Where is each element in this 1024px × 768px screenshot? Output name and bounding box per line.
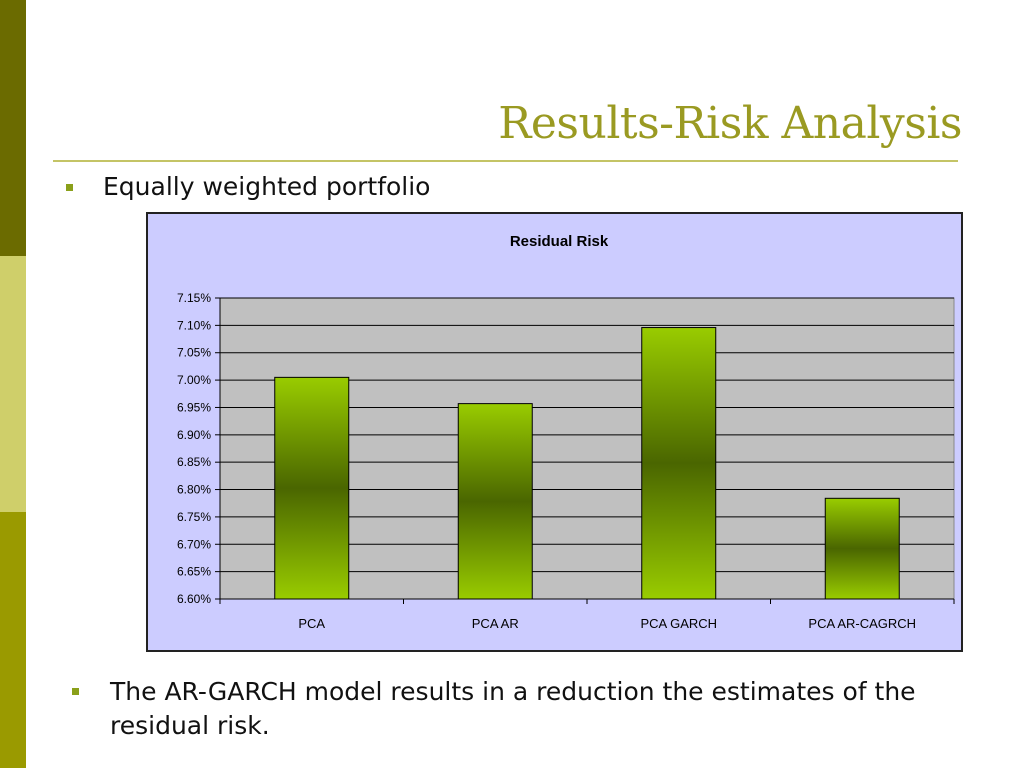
title-divider: [53, 160, 958, 162]
bar-pca-garch: [641, 327, 717, 600]
y-tick-label: 7.00%: [177, 373, 211, 387]
bars: [274, 327, 900, 600]
y-tick-label: 6.75%: [177, 510, 211, 524]
y-tick-label: 7.10%: [177, 318, 211, 332]
y-tick-label: 6.60%: [177, 592, 211, 606]
bullet-item: Equally weighted portfolio: [66, 172, 430, 201]
bullet-text: Equally weighted portfolio: [103, 172, 431, 201]
bar-pca-ar: [457, 403, 533, 600]
residual-risk-chart: Residual Risk 7.15% 7.10% 7.05% 7.00% 6.95% 6…: [177, 233, 955, 631]
bar-pca-ar-cagrch: [824, 497, 900, 600]
y-tick-labels: 7.15% 7.10% 7.05% 7.00% 6.95% 6.90% 6.85% 6.80%…: [177, 291, 211, 606]
x-tick-label: PCA AR-CAGRCH: [808, 616, 916, 631]
bullet-text: The AR-GARCH model results in a reductio…: [110, 677, 916, 740]
y-tick-label: 7.05%: [177, 346, 211, 360]
chart-title: Residual Risk: [510, 233, 609, 250]
side-bar-middle: [0, 256, 26, 512]
y-tick-label: 7.15%: [177, 291, 211, 305]
y-tick-label: 6.65%: [177, 565, 211, 579]
bar-pca: [274, 376, 350, 600]
x-tick-label: PCA AR: [472, 616, 519, 631]
chart-frame: Residual Risk 7.15% 7.10% 7.05% 7.00% 6.95% 6…: [146, 212, 963, 652]
axes: [215, 297, 955, 604]
side-bar-top: [0, 0, 26, 256]
y-tick-label: 6.80%: [177, 483, 211, 497]
y-tick-label: 6.95%: [177, 400, 211, 414]
y-tick-label: 6.90%: [177, 428, 211, 442]
x-tick-label: PCA: [298, 616, 325, 631]
x-tick-label: PCA GARCH: [640, 616, 717, 631]
square-bullet-icon: [72, 688, 79, 695]
y-tick-label: 6.70%: [177, 537, 211, 551]
x-tick-labels: PCA PCA AR PCA GARCH PCA AR-CAGRCH: [298, 616, 916, 631]
y-tick-label: 6.85%: [177, 455, 211, 469]
slide-title: Results-Risk Analysis: [498, 98, 962, 149]
side-bar-bottom: [0, 512, 26, 768]
bullet-item: The AR-GARCH model results in a reductio…: [72, 675, 972, 743]
square-bullet-icon: [66, 184, 73, 191]
